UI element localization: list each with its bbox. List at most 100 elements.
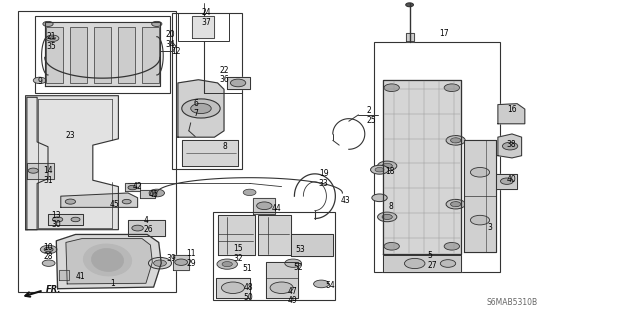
Polygon shape bbox=[266, 262, 298, 298]
Text: 19
33: 19 33 bbox=[319, 169, 328, 188]
Text: 4
26: 4 26 bbox=[143, 216, 153, 234]
Circle shape bbox=[122, 199, 131, 204]
Circle shape bbox=[382, 163, 392, 168]
Ellipse shape bbox=[92, 249, 124, 271]
Circle shape bbox=[470, 215, 490, 225]
Text: 39: 39 bbox=[166, 254, 176, 263]
Circle shape bbox=[152, 21, 162, 26]
Text: 14
31: 14 31 bbox=[44, 166, 53, 185]
Text: 6
7: 6 7 bbox=[193, 99, 198, 118]
Circle shape bbox=[182, 99, 220, 118]
Text: 13
30: 13 30 bbox=[51, 211, 61, 229]
Polygon shape bbox=[498, 104, 525, 124]
Text: 21
35: 21 35 bbox=[46, 32, 56, 51]
Text: 42: 42 bbox=[132, 182, 142, 191]
Text: 43: 43 bbox=[340, 197, 350, 205]
Circle shape bbox=[470, 167, 490, 177]
Circle shape bbox=[217, 259, 237, 269]
Text: 47
49: 47 49 bbox=[288, 287, 298, 305]
Polygon shape bbox=[61, 193, 138, 207]
Bar bbox=[118, 27, 134, 83]
Circle shape bbox=[406, 3, 413, 7]
Bar bbox=[46, 27, 63, 83]
Polygon shape bbox=[218, 215, 255, 255]
Circle shape bbox=[132, 225, 143, 231]
Text: FR.: FR. bbox=[46, 285, 61, 294]
Polygon shape bbox=[125, 183, 140, 191]
Text: 51: 51 bbox=[242, 264, 252, 273]
Circle shape bbox=[440, 260, 456, 267]
Circle shape bbox=[148, 257, 172, 269]
Ellipse shape bbox=[83, 244, 132, 276]
Circle shape bbox=[382, 214, 392, 219]
Polygon shape bbox=[59, 270, 69, 280]
Text: 24
37: 24 37 bbox=[202, 8, 211, 27]
Text: 38: 38 bbox=[507, 140, 516, 149]
Circle shape bbox=[378, 161, 397, 171]
Text: 5
27: 5 27 bbox=[428, 251, 437, 270]
Circle shape bbox=[285, 259, 301, 267]
Text: 45: 45 bbox=[110, 200, 120, 209]
Circle shape bbox=[384, 84, 399, 92]
Polygon shape bbox=[45, 22, 160, 86]
Circle shape bbox=[154, 260, 166, 266]
Text: 8: 8 bbox=[223, 142, 227, 151]
Polygon shape bbox=[253, 198, 275, 214]
Polygon shape bbox=[27, 163, 54, 179]
Circle shape bbox=[446, 199, 465, 209]
Text: 40: 40 bbox=[507, 175, 516, 184]
Bar bbox=[142, 27, 159, 83]
Text: 17: 17 bbox=[440, 29, 449, 38]
Circle shape bbox=[46, 35, 59, 41]
Bar bbox=[374, 42, 500, 272]
Text: 22
36: 22 36 bbox=[220, 66, 229, 84]
Circle shape bbox=[500, 178, 513, 184]
Text: S6MAB5310B: S6MAB5310B bbox=[486, 298, 538, 307]
Text: 8: 8 bbox=[388, 202, 393, 211]
Bar bbox=[178, 13, 229, 41]
Text: 23: 23 bbox=[66, 131, 76, 140]
Text: 1: 1 bbox=[110, 279, 115, 288]
Polygon shape bbox=[383, 255, 461, 272]
Circle shape bbox=[314, 280, 329, 288]
Circle shape bbox=[375, 167, 384, 172]
Bar bbox=[94, 27, 111, 83]
Polygon shape bbox=[140, 190, 155, 198]
Circle shape bbox=[451, 138, 461, 143]
Text: 10
28: 10 28 bbox=[44, 243, 53, 261]
Text: 20
34: 20 34 bbox=[165, 30, 175, 48]
Circle shape bbox=[52, 217, 63, 222]
Bar bbox=[172, 13, 242, 169]
Text: 48
50: 48 50 bbox=[244, 284, 253, 302]
Bar bbox=[35, 16, 170, 93]
Circle shape bbox=[222, 262, 232, 267]
Polygon shape bbox=[26, 96, 118, 230]
Bar bbox=[18, 11, 176, 292]
Polygon shape bbox=[406, 33, 414, 41]
Polygon shape bbox=[173, 255, 189, 270]
Circle shape bbox=[444, 242, 460, 250]
Polygon shape bbox=[383, 80, 461, 254]
Polygon shape bbox=[178, 80, 224, 137]
Polygon shape bbox=[48, 214, 83, 225]
Circle shape bbox=[446, 136, 465, 145]
Circle shape bbox=[49, 37, 56, 40]
Circle shape bbox=[243, 189, 256, 196]
Circle shape bbox=[378, 212, 397, 222]
Circle shape bbox=[149, 189, 164, 197]
Polygon shape bbox=[66, 239, 152, 284]
Text: 44: 44 bbox=[272, 204, 282, 213]
Polygon shape bbox=[464, 140, 496, 252]
Circle shape bbox=[44, 247, 53, 252]
Circle shape bbox=[43, 21, 53, 26]
Circle shape bbox=[371, 165, 388, 174]
Text: 52: 52 bbox=[293, 263, 303, 271]
Text: 15
32: 15 32 bbox=[234, 244, 243, 263]
Circle shape bbox=[257, 202, 272, 210]
Circle shape bbox=[384, 242, 399, 250]
Circle shape bbox=[65, 199, 76, 204]
Text: 18: 18 bbox=[385, 167, 395, 176]
Text: 12: 12 bbox=[172, 47, 181, 56]
Polygon shape bbox=[216, 278, 250, 298]
Text: 53: 53 bbox=[296, 245, 305, 254]
